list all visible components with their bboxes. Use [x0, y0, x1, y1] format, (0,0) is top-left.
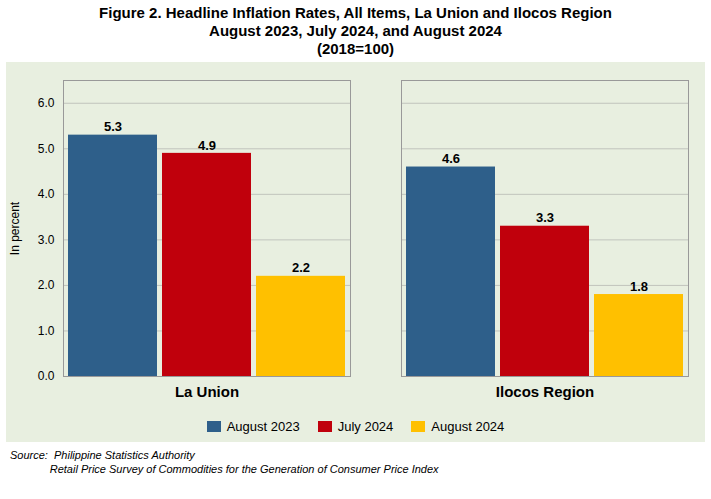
- html-text:August 2024: August 2024: [431, 418, 505, 434]
- svg-text:4.9: 4.9: [198, 138, 216, 153]
- html-text:Figure 2. Headline Inflation R: Figure 2. Headline Inflation Rates, All …: [99, 4, 612, 21]
- svg-text:3.3: 3.3: [536, 210, 554, 225]
- svg-text:1.0: 1.0: [38, 324, 55, 338]
- svg-text:In percent: In percent: [8, 201, 22, 255]
- html-text:Retail Price Survey of Commodi: Retail Price Survey of Commodities for t…: [10, 463, 439, 475]
- html-text:July 2024: July 2024: [337, 418, 394, 434]
- html-text:August 2023: August 2023: [226, 418, 300, 434]
- svg-text:2.0: 2.0: [38, 278, 55, 292]
- svg-text:La Union: La Union: [175, 383, 239, 400]
- svg-text:1.8: 1.8: [630, 279, 648, 294]
- html-text:Source: Philippine Statistics: Source: Philippine Statistics Authority: [10, 449, 195, 461]
- html-text:August 2023, July 2024, and Au: August 2023, July 2024, and August 2024: [209, 22, 502, 39]
- svg-text:0.0: 0.0: [38, 369, 55, 383]
- svg-text:Ilocos Region: Ilocos Region: [496, 383, 594, 400]
- svg-text:2.2: 2.2: [292, 260, 310, 275]
- svg-text:5.3: 5.3: [104, 119, 122, 134]
- svg-text:4.6: 4.6: [442, 151, 460, 166]
- svg-text:5.0: 5.0: [38, 142, 55, 156]
- html-text:(2018=100): (2018=100): [316, 40, 395, 57]
- svg-text:6.0: 6.0: [38, 96, 55, 110]
- svg-text:4.0: 4.0: [38, 187, 55, 201]
- svg-text:3.0: 3.0: [38, 233, 55, 247]
